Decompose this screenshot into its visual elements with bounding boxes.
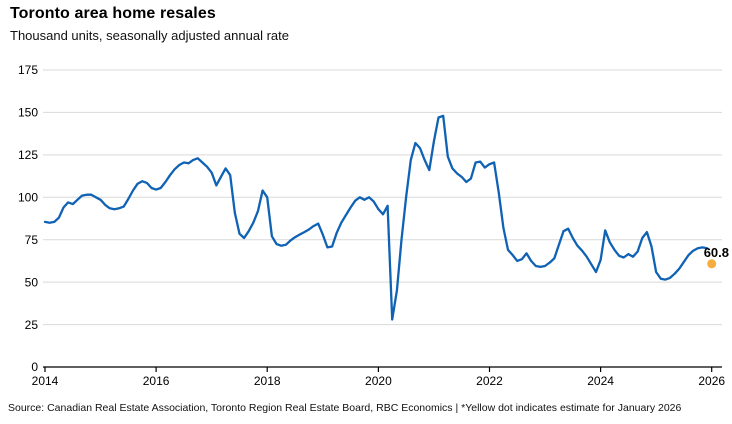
x-tick-label-2014: 2014	[32, 374, 59, 388]
y-tick-label-50: 50	[25, 275, 39, 289]
x-tick-label-2018: 2018	[254, 374, 281, 388]
y-tick-label-0: 0	[31, 360, 38, 374]
estimate-dot	[707, 259, 717, 269]
y-tick-label-150: 150	[18, 106, 38, 120]
chart-title: Toronto area home resales	[10, 5, 216, 22]
y-tick-label-25: 25	[25, 318, 39, 332]
x-tick-label-2020: 2020	[365, 374, 392, 388]
x-tick-label-2026: 2026	[698, 374, 725, 388]
x-tick-label-2022: 2022	[476, 374, 503, 388]
y-tick-label-125: 125	[18, 148, 38, 162]
y-tick-label-100: 100	[18, 191, 38, 205]
chart-subtitle: Thousand units, seasonally adjusted annu…	[10, 28, 289, 43]
y-tick-label-175: 175	[18, 63, 38, 77]
estimate-value-label: 60.8	[704, 245, 729, 260]
y-tick-label-75: 75	[25, 233, 39, 247]
x-tick-label-2024: 2024	[587, 374, 614, 388]
source-note: Source: Canadian Real Estate Association…	[8, 402, 682, 414]
resales-line	[43, 114, 709, 321]
x-tick-label-2016: 2016	[143, 374, 170, 388]
